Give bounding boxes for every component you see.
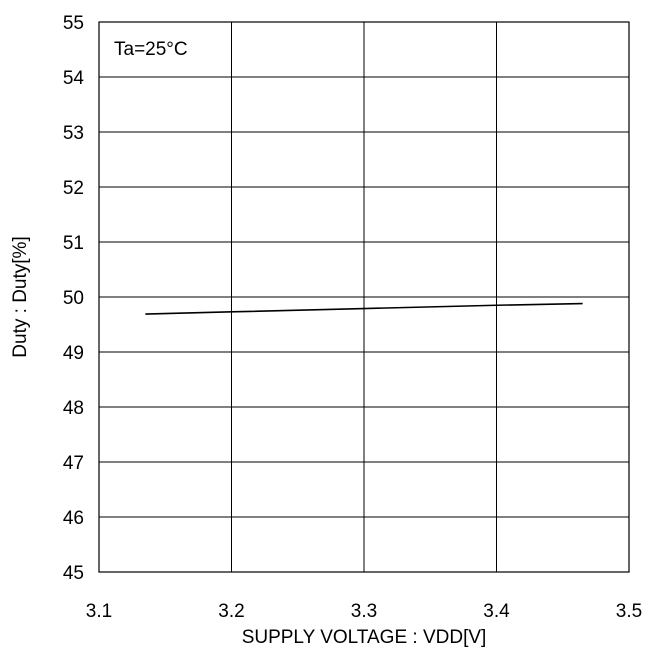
y-tick-label: 54 <box>63 68 85 89</box>
grid-layer <box>99 22 629 572</box>
y-tick-label: 50 <box>63 288 84 309</box>
x-tick-label: 3.2 <box>218 601 244 622</box>
y-tick-label: 45 <box>63 563 84 584</box>
y-tick-label: 49 <box>63 343 84 364</box>
series-layer <box>145 302 583 315</box>
temperature-annotation: Ta=25°C <box>114 39 188 60</box>
x-tick-labels: 3.1 3.2 3.3 3.4 3.5 <box>86 601 642 622</box>
y-axis-title: Duty : Duty[%] <box>10 236 31 357</box>
series-line <box>145 302 583 315</box>
annotation-layer: Ta=25°C <box>101 24 229 72</box>
x-tick-label: 3.5 <box>616 601 642 622</box>
x-axis-title: SUPPLY VOLTAGE : VDD[V] <box>242 627 487 648</box>
y-tick-label: 51 <box>63 233 84 254</box>
annotation-box <box>101 24 229 72</box>
x-tick-label: 3.1 <box>86 601 112 622</box>
y-tick-label: 53 <box>63 123 84 144</box>
y-tick-label: 47 <box>63 453 84 474</box>
y-tick-label: 46 <box>63 508 84 529</box>
y-tick-labels: 45 46 47 48 49 50 51 52 53 54 55 <box>63 13 85 584</box>
y-tick-label: 48 <box>63 398 84 419</box>
x-tick-label: 3.4 <box>483 601 510 622</box>
x-tick-label: 3.3 <box>351 601 377 622</box>
y-tick-label: 55 <box>63 13 84 34</box>
plot-frame <box>98 21 630 573</box>
y-tick-label: 52 <box>63 178 84 199</box>
